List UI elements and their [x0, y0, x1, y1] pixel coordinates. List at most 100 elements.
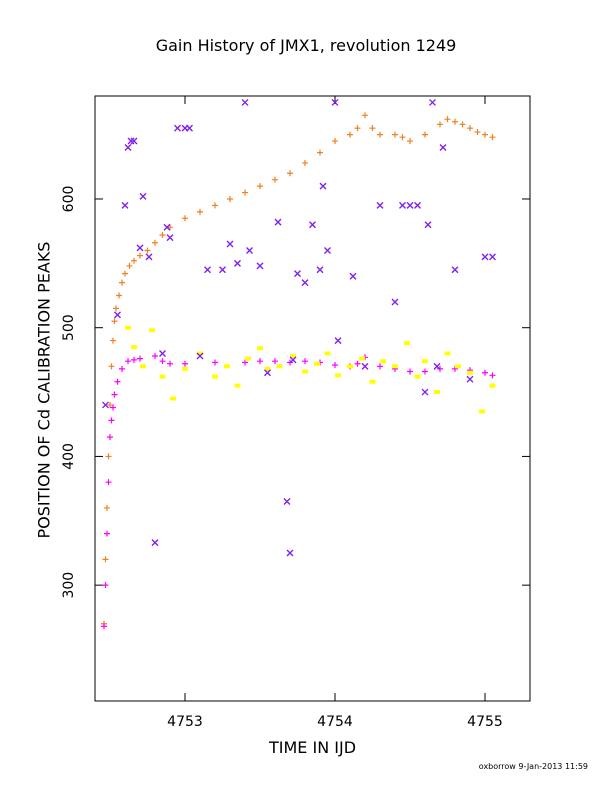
point-s3-44 [421, 388, 429, 396]
point-s3-15 [186, 124, 193, 132]
point-s0-17 [159, 232, 166, 239]
point-s3-48 [439, 143, 447, 151]
x-axis-label: TIME IN IJD [268, 738, 357, 757]
point-s0-39 [437, 121, 443, 128]
point-s1-16 [182, 360, 188, 367]
point-s2-3 [149, 328, 155, 333]
point-s1-22 [302, 358, 308, 365]
point-s0-5 [108, 363, 115, 370]
point-s1-14 [159, 358, 166, 365]
point-s2-32 [479, 409, 485, 414]
point-s1-15 [167, 360, 173, 367]
point-s2-5 [170, 396, 176, 401]
point-s3-31 [309, 221, 316, 229]
point-s1-26 [354, 360, 361, 367]
point-s0-20 [197, 208, 203, 215]
point-s3-29 [294, 270, 301, 278]
point-s1-12 [137, 355, 143, 362]
point-s1-30 [407, 368, 413, 375]
point-s1-7 [111, 391, 118, 398]
point-s3-43 [414, 201, 421, 209]
point-s0-31 [354, 125, 361, 132]
point-s3-8 [145, 253, 153, 261]
point-s3-28 [289, 356, 297, 364]
point-s3-33 [319, 182, 327, 190]
point-s0-45 [482, 131, 488, 138]
point-s3-30 [301, 279, 309, 287]
point-s2-29 [444, 351, 451, 356]
point-s0-13 [131, 257, 137, 264]
point-s2-22 [369, 379, 376, 384]
point-s0-19 [182, 215, 188, 222]
x-tick-label-2: 4755 [467, 714, 503, 730]
point-s1-3 [105, 479, 112, 486]
point-s2-14 [276, 364, 283, 369]
point-s0-15 [144, 247, 151, 254]
y-axis-label: POSITION OF Cd CALIBRATION PEAKS [34, 241, 54, 539]
point-s3-41 [399, 201, 406, 209]
point-s3-12 [166, 234, 174, 242]
point-s3-6 [136, 244, 144, 252]
point-s2-23 [380, 359, 386, 364]
point-s0-16 [152, 239, 158, 246]
point-s2-10 [234, 383, 241, 388]
point-s2-12 [257, 346, 263, 351]
point-s1-31 [422, 368, 428, 375]
point-s3-21 [241, 98, 249, 106]
point-s0-28 [317, 149, 323, 156]
point-s3-38 [361, 362, 369, 370]
series-3 [102, 98, 496, 557]
point-s0-6 [110, 337, 116, 344]
point-s3-45 [424, 221, 432, 229]
point-s2-21 [359, 356, 365, 361]
point-s0-2 [104, 504, 110, 511]
point-s1-10 [125, 358, 131, 365]
point-s0-33 [369, 125, 376, 132]
point-s1-5 [108, 417, 115, 424]
point-s1-1 [102, 582, 109, 589]
point-s0-22 [227, 195, 233, 202]
point-s0-34 [377, 131, 383, 138]
point-s3-0 [102, 401, 109, 409]
point-s1-19 [257, 358, 263, 365]
point-s3-16 [196, 352, 204, 360]
y-tick-label-1: 400 [61, 443, 77, 470]
point-s3-4 [127, 137, 135, 145]
point-s3-32 [316, 266, 324, 274]
point-s3-49 [451, 266, 459, 274]
point-s0-42 [459, 121, 466, 128]
point-s0-10 [119, 279, 125, 286]
point-s3-20 [234, 259, 241, 267]
point-s2-25 [404, 341, 410, 346]
point-s3-17 [204, 266, 211, 274]
point-s2-16 [302, 369, 308, 374]
point-s0-32 [362, 112, 368, 119]
point-s3-1 [114, 311, 121, 319]
point-s0-40 [444, 116, 451, 123]
point-s2-13 [264, 366, 271, 371]
point-s0-23 [242, 189, 248, 196]
point-s3-7 [139, 192, 147, 200]
point-s0-14 [137, 252, 143, 259]
point-s3-26 [283, 497, 291, 505]
point-s2-28 [434, 390, 440, 395]
y-tick-label-0: 300 [61, 572, 77, 599]
point-s3-34 [324, 246, 331, 254]
point-s3-5 [130, 137, 138, 145]
point-s0-44 [474, 129, 481, 136]
point-s3-22 [246, 246, 253, 254]
point-s3-19 [226, 240, 234, 248]
point-s0-35 [392, 131, 398, 138]
point-s0-41 [452, 118, 458, 125]
point-s0-9 [116, 292, 122, 299]
point-s1-36 [489, 372, 496, 379]
point-s2-20 [347, 364, 353, 369]
point-s1-24 [332, 362, 338, 369]
point-s2-33 [489, 383, 496, 388]
point-s3-10 [159, 349, 166, 357]
point-s3-46 [429, 98, 436, 106]
point-s1-20 [272, 358, 278, 365]
point-s3-13 [174, 124, 181, 132]
point-s2-7 [197, 351, 203, 356]
